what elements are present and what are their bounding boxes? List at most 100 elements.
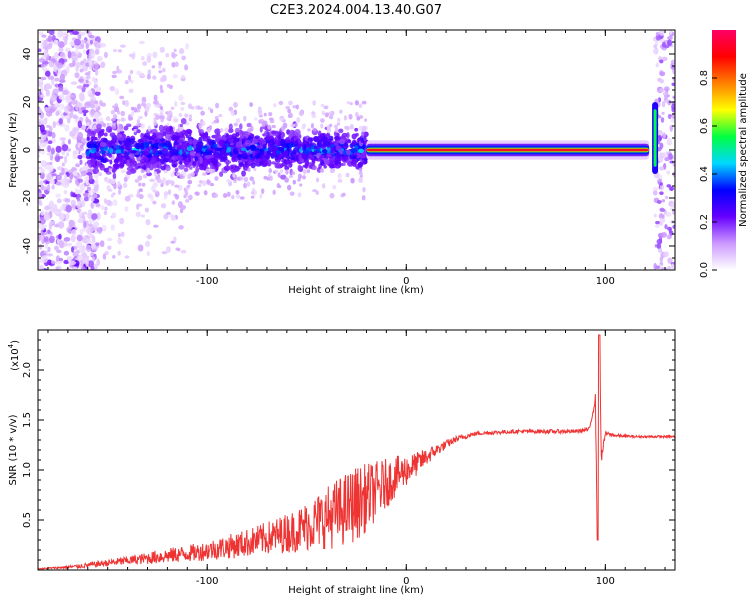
- spectrogram-point: [363, 131, 369, 138]
- spectrogram-point: [652, 187, 659, 191]
- spectrogram-point: [77, 154, 83, 160]
- spectrogram-point: [110, 138, 118, 144]
- spectrogram-point: [671, 103, 675, 110]
- spectrogram-point: [73, 38, 81, 46]
- spectrogram-point: [42, 50, 49, 58]
- spectrogram-point: [63, 115, 70, 119]
- spectrogram-point: [57, 41, 65, 48]
- snr-xlabel: Height of straight line (km): [288, 585, 424, 596]
- x-tick-label: -100: [196, 576, 219, 587]
- spectrogram-point: [96, 258, 101, 267]
- spectrogram-point: [224, 160, 232, 165]
- spectrogram-point: [120, 169, 126, 174]
- spectrogram-point: [655, 62, 660, 68]
- spectrogram-point: [136, 121, 141, 127]
- spectrogram-point: [664, 95, 668, 101]
- spectrogram-point: [44, 250, 49, 254]
- spectrogram-point: [115, 149, 123, 154]
- colorbar-tick-label: 0.4: [699, 166, 710, 182]
- spectrogram-point: [48, 200, 55, 209]
- spectrogram-point: [653, 213, 657, 218]
- spectrogram-point: [114, 158, 119, 163]
- spectrogram-point: [110, 193, 114, 198]
- spectrogram-point: [138, 40, 145, 45]
- spectrogram-point: [39, 94, 45, 98]
- spectrogram-point: [109, 85, 116, 92]
- spectrogram-point: [661, 56, 668, 62]
- spectrogram-point: [86, 75, 91, 80]
- spectrogram-point: [292, 147, 298, 154]
- spectrogram-point: [110, 178, 116, 185]
- spectrogram-point: [56, 249, 62, 254]
- spectrogram-point: [315, 157, 323, 162]
- colorbar-tick-label: 0.0: [699, 262, 710, 278]
- spectrogram-point: [186, 184, 191, 189]
- spectrogram-point: [140, 142, 145, 150]
- spectrogram-point: [78, 64, 84, 68]
- spectrogram-point: [655, 34, 662, 41]
- spectrogram-point: [239, 135, 244, 139]
- spectrogram-point: [38, 215, 41, 221]
- spectrogram-point: [296, 143, 302, 150]
- spectrogram-point: [329, 123, 333, 128]
- spectrogram-point: [333, 141, 339, 147]
- y-tick-label: 40: [22, 48, 33, 61]
- spectrogram-point: [358, 103, 363, 109]
- spectrogram-point: [44, 117, 48, 122]
- spectrogram-point: [102, 123, 107, 128]
- spectrogram-point: [218, 114, 223, 118]
- spectrogram-point: [668, 153, 673, 160]
- spectrogram-point: [147, 69, 152, 76]
- x-tick-label: 0: [403, 276, 409, 287]
- spectrogram-point: [106, 122, 110, 127]
- spectrogram-point: [45, 180, 50, 184]
- spectrogram-point: [93, 111, 100, 119]
- spectrogram-point: [91, 76, 96, 83]
- spectrogram-point: [197, 183, 202, 188]
- spectrogram-point: [661, 214, 665, 219]
- spectrogram-point: [180, 74, 186, 79]
- spectrogram-point: [51, 173, 57, 177]
- y-tick-label: 2.0: [22, 362, 33, 378]
- spectrogram-point: [355, 112, 359, 118]
- spectrogram-point: [38, 192, 43, 198]
- spectrogram-point: [53, 224, 60, 228]
- spectrogram-point: [257, 137, 265, 143]
- spectrogram-point: [277, 184, 282, 189]
- spectrogram-point: [99, 117, 104, 123]
- spectrogram-point: [112, 105, 116, 109]
- spectrogram-point: [128, 116, 134, 121]
- spectrogram-point: [106, 199, 112, 206]
- spectrogram-point: [236, 132, 240, 137]
- spectrogram-point: [40, 76, 45, 81]
- spectrogram-point: [667, 226, 673, 231]
- spectrogram-point: [291, 171, 296, 175]
- spectrogram-point: [70, 55, 78, 60]
- spectrogram-point: [289, 191, 295, 196]
- spectrogram-point: [233, 102, 238, 108]
- spectrogram-point: [192, 138, 198, 146]
- spectrogram-point: [267, 159, 272, 167]
- spectrogram-point: [170, 106, 175, 110]
- spectrogram-point: [155, 114, 160, 120]
- spectrogram-point: [89, 39, 93, 45]
- spectrogram-point: [192, 161, 196, 166]
- spectrogram-point: [180, 107, 185, 111]
- spectrogram-point: [180, 249, 187, 254]
- spectrogram-point: [235, 194, 241, 199]
- spectrogram-point: [82, 49, 87, 54]
- spectrogram-point: [156, 131, 161, 136]
- spectrogram-point: [259, 126, 263, 133]
- snr-ylabel: SNR (10 * v/v): [8, 414, 19, 485]
- spectrogram-point: [667, 265, 671, 270]
- spectrogram-point: [165, 165, 171, 172]
- spectrogram-point: [141, 100, 146, 105]
- spectrogram-point: [244, 160, 248, 166]
- spectrogram-point: [135, 211, 141, 218]
- spectrogram-point: [58, 233, 62, 240]
- spectrogram-point: [76, 174, 83, 178]
- spectrogram-point: [53, 203, 58, 211]
- spectrogram-point: [239, 196, 245, 200]
- spectrogram-point: [312, 100, 317, 106]
- spectrogram-point: [312, 189, 318, 193]
